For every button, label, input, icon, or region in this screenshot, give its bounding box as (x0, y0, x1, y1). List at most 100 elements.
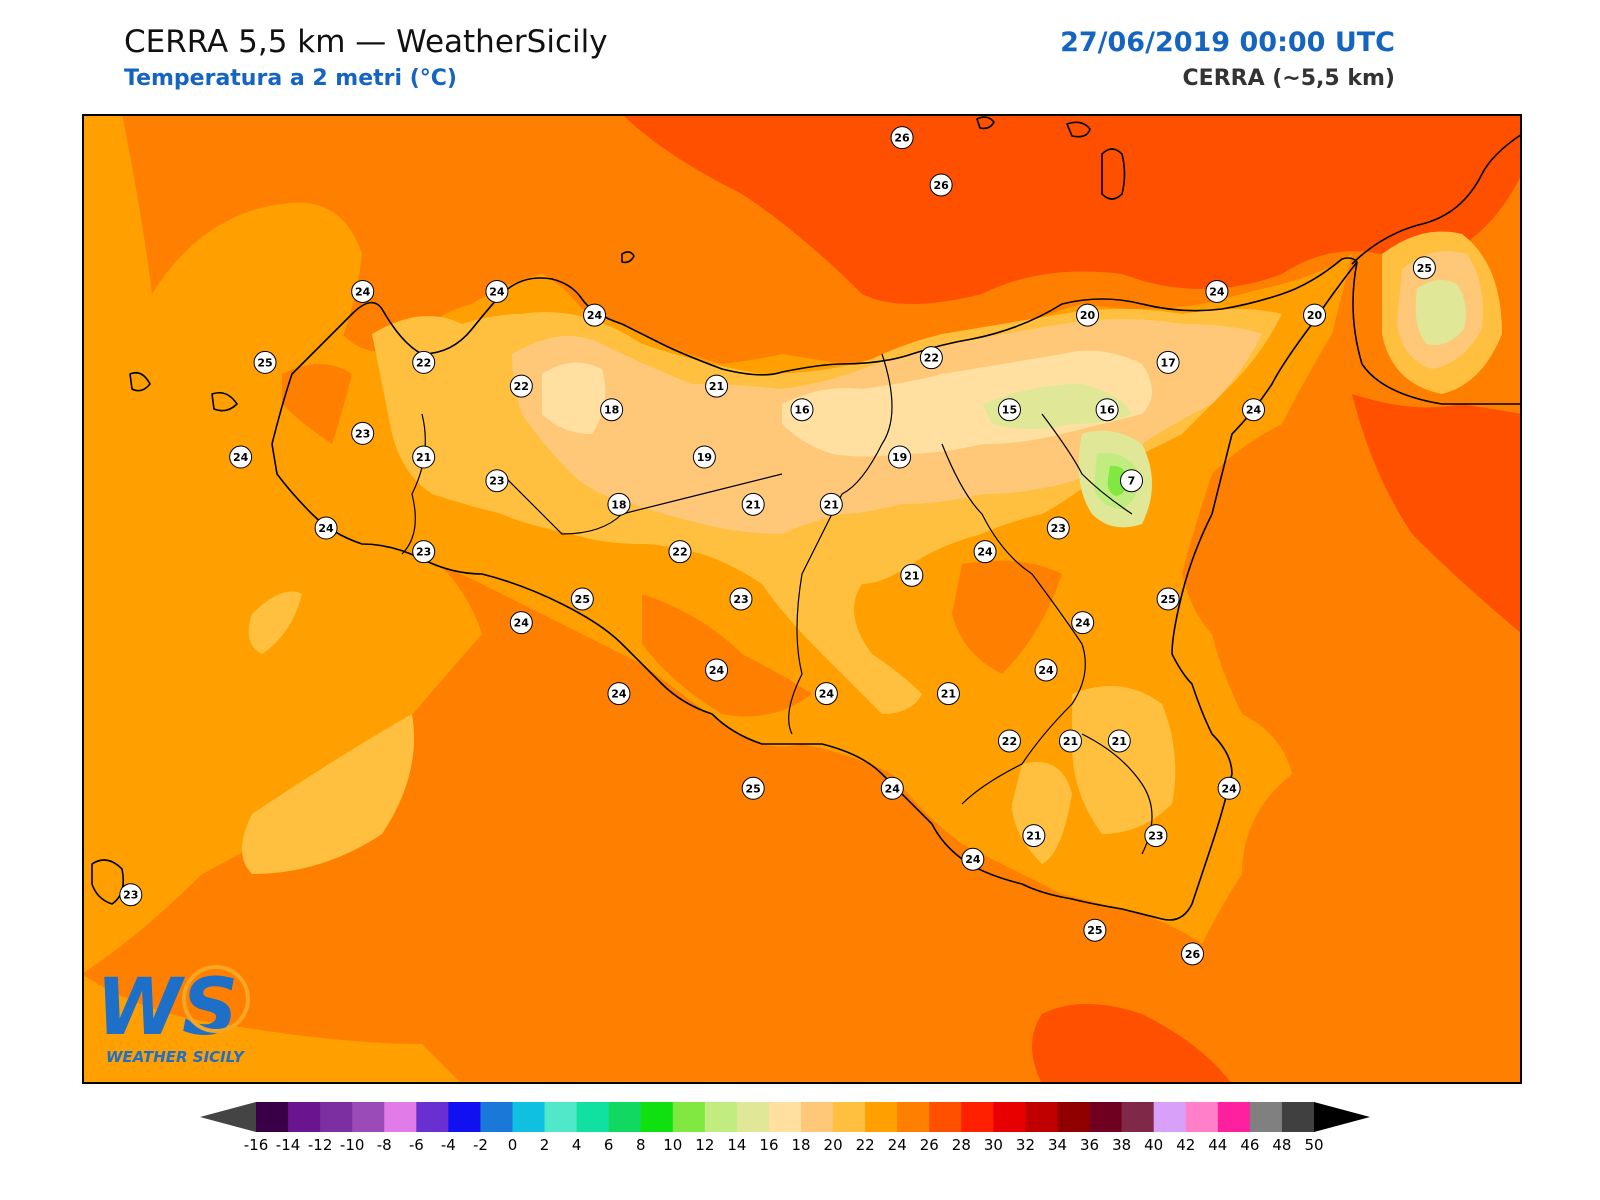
temp-label-marker (412, 540, 436, 564)
temp-label-value: 23 (355, 427, 370, 440)
temp-label-value: 23 (123, 889, 138, 902)
temp-band-18-land (782, 350, 1152, 457)
colorbar-swatch (1121, 1102, 1155, 1132)
island-egadi (129, 371, 238, 412)
temp-label-value: 21 (1112, 735, 1127, 748)
temp-band-18-west (542, 362, 606, 434)
map-title: CERRA 5,5 km — WeatherSicily (124, 24, 608, 60)
colorbar-swatch (448, 1102, 481, 1132)
temp-label-value: 21 (1063, 735, 1078, 748)
temp-label-marker (880, 776, 904, 800)
temp-label-value: 23 (416, 546, 431, 559)
temp-band-28-north (622, 114, 1522, 304)
temp-label-value: 24 (318, 522, 334, 535)
colorbar-swatch (865, 1102, 898, 1132)
temp-label-marker (997, 398, 1021, 422)
temp-label-marker (1083, 918, 1107, 942)
temp-band-24-west (82, 114, 482, 974)
sicily-coastline (271, 257, 1358, 921)
border-central (788, 353, 893, 735)
colorbar: -16 -14 -12 -10 -8 -6 -4 -2 0 2 4 6 8 10 12 14 16 18 20 22 2… (200, 1102, 1370, 1154)
temp-label-marker (790, 398, 814, 422)
colorbar-tick-label: -14 (276, 1136, 301, 1154)
temp-label-marker (1076, 303, 1100, 327)
temp-label-marker (741, 776, 765, 800)
colorbar-tick-label: 40 (1144, 1136, 1163, 1154)
colorbar-swatch (672, 1102, 706, 1132)
colorbar-swatch (256, 1102, 289, 1132)
temp-label-value: 20 (1080, 309, 1096, 322)
colorbar-swatch (640, 1102, 674, 1132)
colorbar-tick-label: 16 (759, 1136, 778, 1154)
temp-label-marker (1022, 824, 1046, 848)
temp-label-marker (351, 279, 375, 303)
colorbar-swatch (320, 1102, 353, 1132)
temp-label-marker (890, 126, 914, 150)
temp-label-marker (729, 587, 753, 611)
temp-label-value: 20 (1307, 309, 1323, 322)
temp-label-marker (1071, 611, 1095, 635)
colorbar-tick-label: 48 (1272, 1136, 1291, 1154)
temp-label-value: 24 (1075, 617, 1091, 630)
colorbar-tick-label: 22 (856, 1136, 875, 1154)
logo-sun-icon (182, 965, 250, 1033)
temp-label-marker (936, 682, 960, 706)
colorbar-tick-label: 46 (1240, 1136, 1259, 1154)
colorbar-swatch (1281, 1102, 1315, 1132)
temp-label-marker (351, 421, 375, 445)
temp-label-value: 24 (1246, 404, 1262, 417)
temp-label-marker (1046, 516, 1070, 540)
colorbar-tick-label: 20 (824, 1136, 843, 1154)
temp-label-value: 21 (824, 498, 839, 511)
temp-label-value: 21 (1026, 830, 1041, 843)
colorbar-tick-label: 36 (1080, 1136, 1099, 1154)
temp-band-28-east (1352, 394, 1522, 634)
temp-label-marker (1205, 279, 1229, 303)
temp-label-marker (814, 682, 838, 706)
colorbar-low-arrow (200, 1102, 256, 1132)
temp-label-marker (900, 563, 924, 587)
temp-label-value: 26 (933, 179, 949, 192)
temp-label-marker (600, 398, 624, 422)
temp-label-marker (1181, 942, 1205, 966)
temp-label-marker (1303, 303, 1327, 327)
temp-label-value: 24 (489, 285, 505, 298)
colorbar-swatch (993, 1102, 1026, 1132)
colorbar-swatch (1057, 1102, 1091, 1132)
temp-label-marker (607, 682, 631, 706)
coastlines (91, 116, 1522, 921)
logo-text: WEATHER SICILY (106, 1048, 246, 1066)
temp-label-marker (705, 658, 729, 682)
temp-label-value: 22 (924, 352, 939, 365)
colorbar-tick-label: 38 (1112, 1136, 1131, 1154)
colorbar-tick-label: 32 (1016, 1136, 1035, 1154)
temp-label-value: 25 (1417, 262, 1432, 275)
temp-label-value: 26 (894, 132, 910, 145)
colorbar-swatch (768, 1102, 802, 1132)
colorbar-swatch (512, 1102, 546, 1132)
temp-label-marker (741, 492, 765, 516)
temp-label-value: 18 (611, 498, 626, 511)
island-salina (1066, 121, 1091, 138)
colorbar-swatch (1185, 1102, 1219, 1132)
temp-label-marker (412, 350, 436, 374)
temp-label-value: 24 (587, 309, 603, 322)
temp-label-value: 18 (604, 404, 619, 417)
temp-label-marker (1156, 350, 1180, 374)
temp-label-value: 26 (1185, 948, 1201, 961)
temp-label-value: 16 (794, 404, 810, 417)
colorbar-tick-label: 0 (508, 1136, 518, 1154)
temp-label-marker (668, 540, 692, 564)
temp-label-value: 23 (1051, 522, 1066, 535)
temp-label-value: 25 (1087, 924, 1102, 937)
temp-label-marker (1107, 729, 1131, 753)
colorbar-tick-label: 28 (952, 1136, 971, 1154)
temp-band-22-west-2 (248, 591, 302, 654)
temp-label-marker (1156, 587, 1180, 611)
colorbar-tick-label: -8 (377, 1136, 392, 1154)
temp-band-26-land-south (642, 594, 812, 717)
temp-band-calabria-16 (1415, 280, 1466, 345)
temp-label-value: 24 (977, 546, 993, 559)
colorbar-tick-label: -10 (340, 1136, 365, 1154)
temp-label-marker (1095, 398, 1119, 422)
